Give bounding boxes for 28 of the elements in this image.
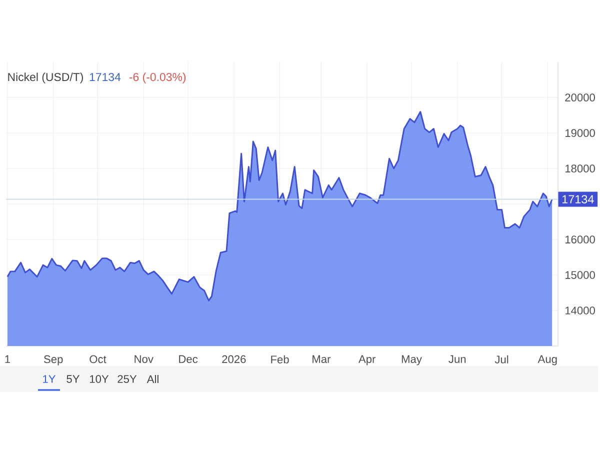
ref-line-label: 17134 (562, 195, 594, 204)
x-tick-label: 1 (5, 355, 10, 363)
y-tick-label: 19000 (565, 129, 595, 137)
text: Nickel (USD/T) (8, 72, 83, 84)
x-tick-label: Mar (312, 355, 331, 364)
y-tick-label: 15000 (565, 271, 595, 279)
x-tick-label: Sep (44, 355, 63, 366)
text: 5Y (66, 375, 80, 383)
y-tick-label: 14000 (565, 306, 595, 314)
text: 25Y (118, 375, 137, 383)
annotation: -6 (-0.03%) (129, 72, 186, 84)
annotation: 17134 (90, 72, 121, 82)
x-tick-label: Nov (134, 355, 154, 364)
text: 10Y (90, 375, 109, 383)
x-tick-label: Aug (538, 355, 557, 366)
x-tick-label: Apr (358, 355, 376, 366)
x-tick-label: May (402, 355, 422, 366)
y-tick-label: 18000 (565, 164, 595, 172)
x-tick-label: Feb (271, 355, 289, 364)
x-tick-label: 2026 (222, 355, 246, 364)
x-tick-label: Oct (90, 355, 106, 364)
text: 1Y (43, 375, 56, 383)
x-tick-label: Dec (179, 355, 198, 364)
x-tick-label: Jul (494, 355, 508, 364)
y-tick-label: 16000 (565, 236, 595, 244)
x-tick-label: Jun (448, 355, 466, 364)
y-tick-label: 20000 (565, 94, 595, 102)
text: All (146, 375, 158, 384)
